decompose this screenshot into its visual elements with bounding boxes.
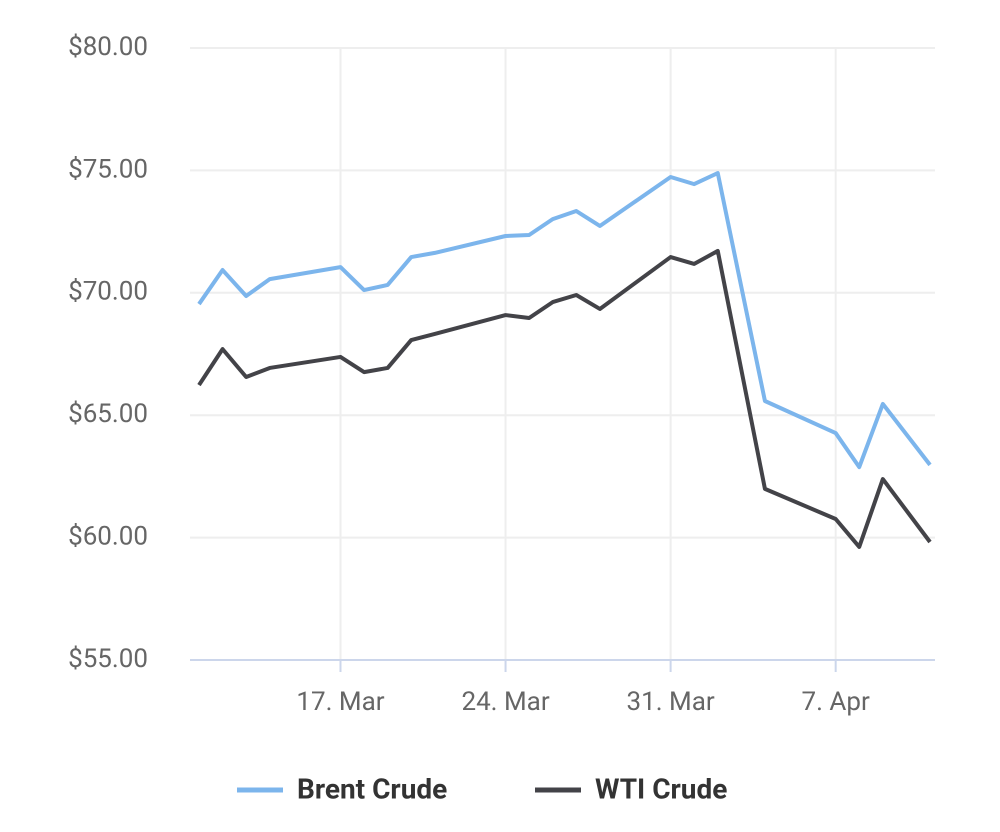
y-tick-label: $80.00 <box>68 32 148 62</box>
x-tick-label: 31. Mar <box>627 687 715 717</box>
x-tick-label: 24. Mar <box>461 687 549 717</box>
x-tick-label: 7. Apr <box>802 687 870 717</box>
series-line <box>197 248 932 549</box>
legend-label: Brent Crude <box>297 772 447 805</box>
y-tick-label: $70.00 <box>68 277 148 307</box>
y-tick-label: $75.00 <box>68 154 148 184</box>
x-tick-label: 17. Mar <box>296 687 384 717</box>
series-line <box>197 171 932 470</box>
y-tick-label: $60.00 <box>68 521 148 551</box>
legend-label: WTI Crude <box>595 772 727 805</box>
y-tick-label: $55.00 <box>68 644 148 674</box>
y-tick-label: $65.00 <box>68 399 148 429</box>
